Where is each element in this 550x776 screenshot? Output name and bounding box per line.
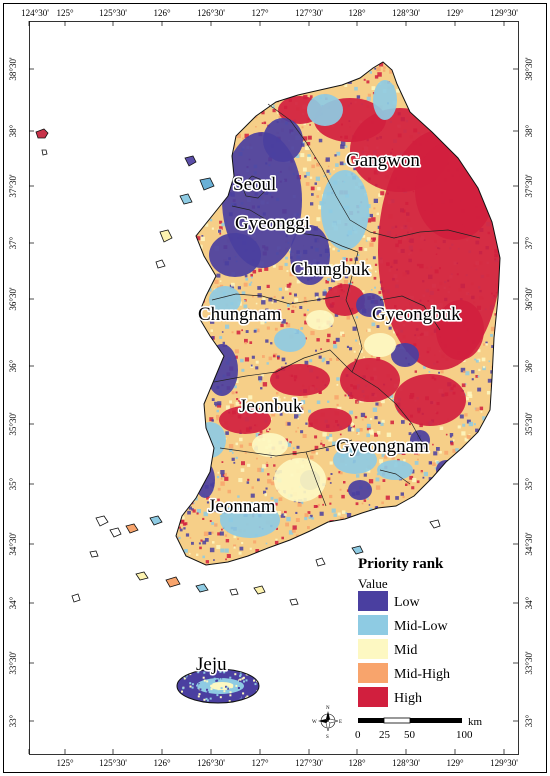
lat-label-right: 34°	[524, 596, 534, 609]
region-labels: Gangwon Seoul Gyeonggi Chungbuk Chungnam…	[194, 148, 462, 676]
lon-label-top: 125°	[56, 8, 74, 18]
lat-label-right: 33°30'	[524, 651, 534, 675]
lon-label-bottom: 126°30'	[197, 758, 225, 768]
scale-unit: km	[468, 716, 483, 728]
region-label-chungbuk: Chungbuk	[291, 259, 371, 280]
legend-label: Mid	[394, 643, 417, 658]
lon-label-top: 126°30'	[197, 8, 225, 18]
lon-label-bottom: 125°30'	[99, 758, 127, 768]
compass-e: E	[339, 720, 342, 725]
legend-swatch	[358, 615, 388, 635]
scale-tick-100: 100	[456, 729, 473, 741]
lon-label-bottom: 129°	[446, 758, 464, 768]
scale-tick-25: 25	[379, 729, 391, 741]
lat-label-left: 35°30'	[8, 412, 18, 436]
lon-label-bottom: 125°	[56, 758, 74, 768]
lat-label-right: 36°	[524, 359, 534, 372]
region-label-gyeongnam: Gyeongnam	[336, 436, 429, 457]
lon-label-top: 125°30'	[99, 8, 127, 18]
lon-label-top: 129°	[446, 8, 464, 18]
lon-label-bottom: 129°30'	[490, 758, 518, 768]
scale-tick-50: 50	[404, 729, 416, 741]
legend: Priority rank Value Low Mid-Low Mid Mid-Hig…	[358, 556, 450, 707]
lon-label-top: 126°	[153, 8, 171, 18]
lat-label-left: 37°	[8, 236, 18, 249]
lat-label-right: 38°	[524, 124, 534, 137]
province-boundaries	[211, 103, 481, 507]
compass-rose: N S E W	[312, 706, 342, 740]
lon-label-bottom: 127°30'	[295, 758, 323, 768]
lat-label-left: 36°	[8, 359, 18, 372]
lat-label-left: 33°30'	[8, 651, 18, 675]
compass-w: W	[312, 720, 317, 725]
scale-tick-0: 0	[355, 729, 361, 741]
compass-s: S	[326, 735, 329, 740]
lon-label-top: 129°30'	[490, 8, 518, 18]
map-frame-inner	[29, 21, 519, 755]
legend-label: Low	[394, 595, 421, 610]
map-frame-outer	[3, 3, 547, 773]
legend-subtitle: Value	[358, 576, 388, 591]
region-label-chungnam: Chungnam	[198, 304, 282, 325]
lat-label-right: 36°30'	[524, 287, 534, 311]
lat-label-right: 33°	[524, 714, 534, 727]
graticule-ticks	[28, 21, 518, 754]
jeju-island	[176, 668, 260, 704]
lat-label-left: 34°30'	[8, 532, 18, 556]
lat-label-left: 34°	[8, 596, 18, 609]
lat-label-left: 33°	[8, 714, 18, 727]
lat-label-right: 34°30'	[524, 532, 534, 556]
legend-label: High	[394, 691, 422, 706]
lat-label-right: 35°30'	[524, 412, 534, 436]
lon-label-top: 128°30'	[392, 8, 420, 18]
lat-label-right: 37°30'	[524, 174, 534, 198]
legend-swatch	[358, 639, 388, 659]
compass-n: N	[326, 706, 330, 711]
region-label-gyeonggi: Gyeonggi	[235, 213, 310, 234]
region-label-gyeongbuk: Gyeongbuk	[372, 304, 461, 325]
lon-label-bottom: 128°	[348, 758, 366, 768]
priority-zones	[194, 80, 500, 538]
lat-label-right: 38°30'	[524, 57, 534, 81]
region-label-jeju: Jeju	[196, 654, 227, 675]
legend-swatch	[358, 663, 388, 683]
lat-label-right: 35°	[524, 477, 534, 490]
lon-label-bottom: 127°	[251, 758, 269, 768]
lat-label-left: 36°30'	[8, 287, 18, 311]
legend-label: Mid-High	[394, 667, 450, 682]
lon-label-top: 124°30'	[21, 8, 49, 18]
mainland-coastline	[175, 61, 501, 566]
lat-label-left: 38°	[8, 124, 18, 137]
legend-title: Priority rank	[358, 556, 444, 572]
scale-bar: km 0 25 50 100	[355, 716, 483, 741]
region-label-gangwon: Gangwon	[346, 150, 420, 171]
islands	[35, 128, 441, 606]
region-label-jeonbuk: Jeonbuk	[239, 396, 303, 417]
lon-label-top: 127°	[251, 8, 269, 18]
legend-swatch	[358, 591, 388, 611]
lon-label-bottom: 126°	[153, 758, 171, 768]
region-label-seoul: Seoul	[233, 174, 276, 195]
legend-label: Mid-Low	[394, 619, 449, 634]
region-label-jeonnam: Jeonnam	[208, 496, 276, 517]
lat-label-right: 37°	[524, 236, 534, 249]
lon-label-top: 127°30'	[295, 8, 323, 18]
lat-label-left: 38°30'	[8, 57, 18, 81]
graticule-labels: 124°30' 125° 125° 125°30' 125°30' 126° 126° 126…	[8, 8, 534, 768]
lon-label-top: 128°	[348, 8, 366, 18]
lat-label-left: 35°	[8, 477, 18, 490]
lat-label-left: 37°30'	[8, 174, 18, 198]
lon-label-bottom: 128°30'	[392, 758, 420, 768]
legend-swatch	[358, 687, 388, 707]
